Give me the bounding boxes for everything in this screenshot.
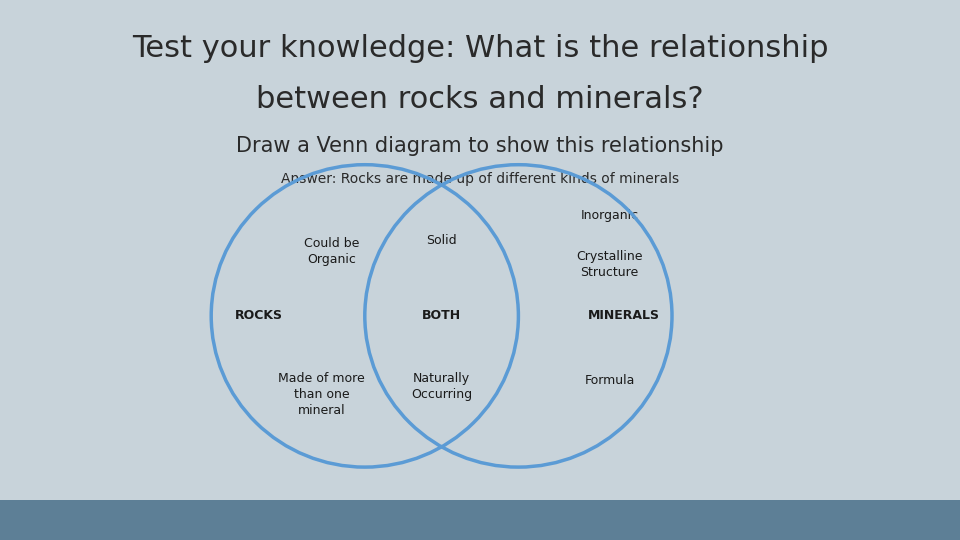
- Bar: [0, 500, 960, 540]
- Text: Naturally
Occurring: Naturally Occurring: [411, 372, 472, 401]
- Text: ROCKS: ROCKS: [235, 309, 283, 322]
- Text: between rocks and minerals?: between rocks and minerals?: [256, 85, 704, 114]
- Text: Solid: Solid: [426, 234, 457, 247]
- Text: Formula: Formula: [585, 374, 635, 387]
- Text: Made of more
than one
mineral: Made of more than one mineral: [278, 372, 365, 417]
- Text: Test your knowledge: What is the relationship: Test your knowledge: What is the relatio…: [132, 34, 828, 63]
- Text: BOTH: BOTH: [422, 309, 461, 322]
- Text: MINERALS: MINERALS: [588, 309, 660, 322]
- Text: Answer: Rocks are made up of different kinds of minerals: Answer: Rocks are made up of different k…: [281, 172, 679, 186]
- Text: Could be
Organic: Could be Organic: [303, 237, 359, 266]
- Text: Crystalline
Structure: Crystalline Structure: [576, 250, 643, 279]
- Text: Draw a Venn diagram to show this relationship: Draw a Venn diagram to show this relatio…: [236, 136, 724, 156]
- Text: Inorganic: Inorganic: [581, 210, 638, 222]
